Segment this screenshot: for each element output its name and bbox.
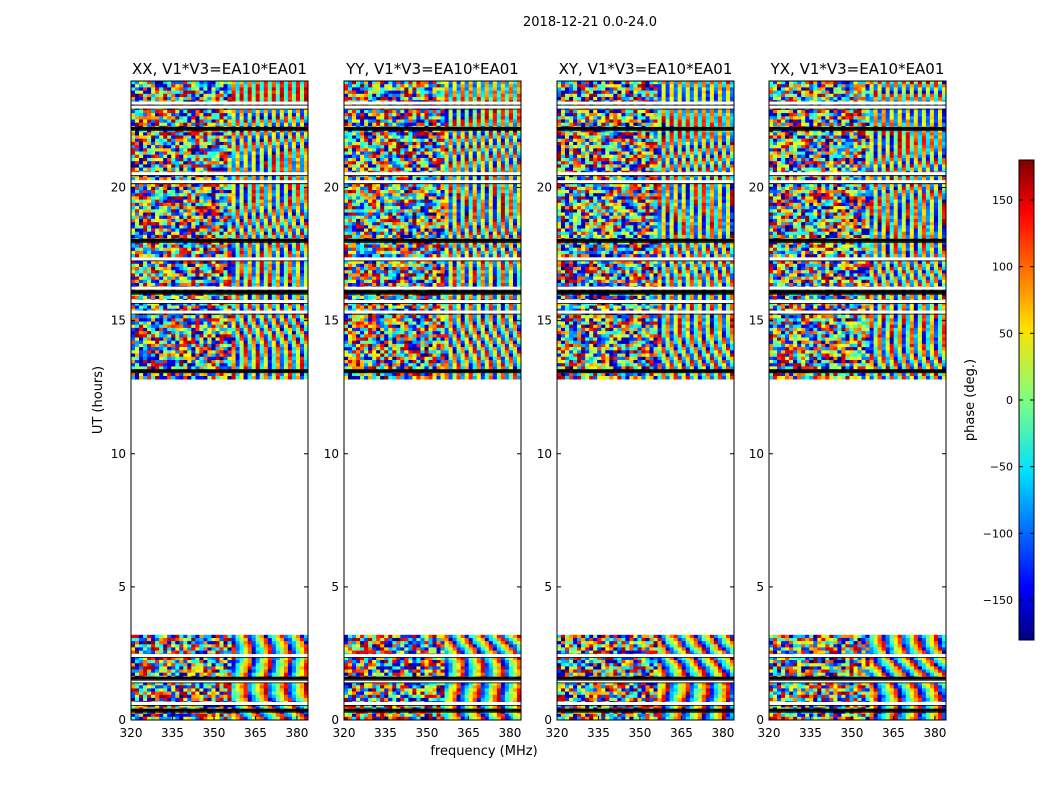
x-axis-label: frequency (MHz): [430, 744, 537, 759]
colorbar-label: phase (deg.): [963, 359, 978, 441]
colorbar-tick-label: −50: [990, 461, 1013, 474]
colorbar: 150 100 50 0 −50 −100 −150 phase (deg.): [963, 159, 1035, 641]
y-tick-label: 5: [331, 580, 339, 594]
plot-frame: [130, 80, 309, 721]
y-tick-label: 10: [749, 447, 764, 461]
y-tick-label: 15: [749, 314, 764, 328]
panel-xx: XX, V1*V3=EA10*EA01 0 5 10 15 20 320 335 350 365 3…: [111, 60, 309, 740]
colorbar-ticks: 150 100 50 0 −50 −100 −150: [983, 194, 1034, 607]
panel-yy: YY, V1*V3=EA10*EA01 0 5 10 15 20 320 335 350 365 3…: [324, 60, 522, 740]
y-tick-label: 0: [118, 713, 126, 727]
x-tick-label: 350: [629, 726, 652, 740]
x-tick-label: 335: [161, 726, 184, 740]
x-tick-label: 335: [374, 726, 397, 740]
x-tick-label: 320: [758, 726, 781, 740]
y-tick-label: 5: [544, 580, 552, 594]
x-tick-label: 380: [498, 726, 521, 740]
x-tick-label: 380: [285, 726, 308, 740]
panel-title: XY, V1*V3=EA10*EA01: [559, 60, 733, 78]
phase-heatmap: [769, 81, 946, 720]
y-tick-label: 10: [537, 447, 552, 461]
y-tick-label: 5: [118, 580, 126, 594]
x-tick-label: 335: [799, 726, 822, 740]
plot-frame: [343, 80, 522, 721]
y-tick-label: 20: [749, 181, 764, 195]
x-tick-label: 335: [587, 726, 610, 740]
phase-heatmap: [131, 81, 308, 720]
panel-title: XX, V1*V3=EA10*EA01: [132, 60, 307, 78]
colorbar-tick-label: 0: [1006, 394, 1013, 407]
plot-frame: [556, 80, 735, 721]
plot-frame: [768, 80, 947, 721]
x-tick-label: 380: [923, 726, 946, 740]
panel-title: YY, V1*V3=EA10*EA01: [345, 60, 519, 78]
x-tick-label: 365: [670, 726, 693, 740]
y-axis-label: UT (hours): [91, 366, 106, 434]
y-tick-label: 0: [544, 713, 552, 727]
y-tick-label: 10: [111, 447, 126, 461]
colorbar-tick-label: −150: [983, 594, 1013, 607]
y-tick-label: 0: [331, 713, 339, 727]
figure-title: 2018-12-21 0.0-24.0: [523, 15, 657, 30]
y-tick-label: 20: [111, 181, 126, 195]
colorbar-tick-label: −100: [983, 527, 1013, 540]
colorbar-tick-label: 150: [992, 194, 1013, 207]
x-tick-label: 350: [203, 726, 226, 740]
x-tick-label: 365: [457, 726, 480, 740]
panel-title: YX, V1*V3=EA10*EA01: [770, 60, 945, 78]
y-tick-label: 5: [756, 580, 764, 594]
colorbar-tick-label: 100: [992, 261, 1013, 274]
x-tick-label: 350: [416, 726, 439, 740]
y-tick-label: 15: [111, 314, 126, 328]
y-tick-label: 20: [324, 181, 339, 195]
y-tick-label: 10: [324, 447, 339, 461]
panel-xy: XY, V1*V3=EA10*EA01 0 5 10 15 20 320 335 350 365 3…: [537, 60, 735, 740]
x-tick-label: 350: [841, 726, 864, 740]
x-tick-label: 320: [120, 726, 143, 740]
phase-heatmap: [344, 81, 521, 720]
y-tick-label: 15: [324, 314, 339, 328]
y-tick-label: 0: [756, 713, 764, 727]
x-tick-label: 320: [546, 726, 569, 740]
panels-group: XX, V1*V3=EA10*EA01 0 5 10 15 20 320 335 350 365 3…: [111, 60, 947, 740]
y-tick-label: 20: [537, 181, 552, 195]
y-tick-label: 15: [537, 314, 552, 328]
x-tick-label: 365: [882, 726, 905, 740]
x-tick-label: 365: [244, 726, 267, 740]
x-tick-label: 320: [333, 726, 356, 740]
x-tick-label: 380: [711, 726, 734, 740]
phase-heatmap: [557, 81, 734, 720]
colorbar-tick-label: 50: [999, 327, 1013, 340]
panel-yx: YX, V1*V3=EA10*EA01 0 5 10 15 20 320 335 350 365 3…: [749, 60, 947, 740]
